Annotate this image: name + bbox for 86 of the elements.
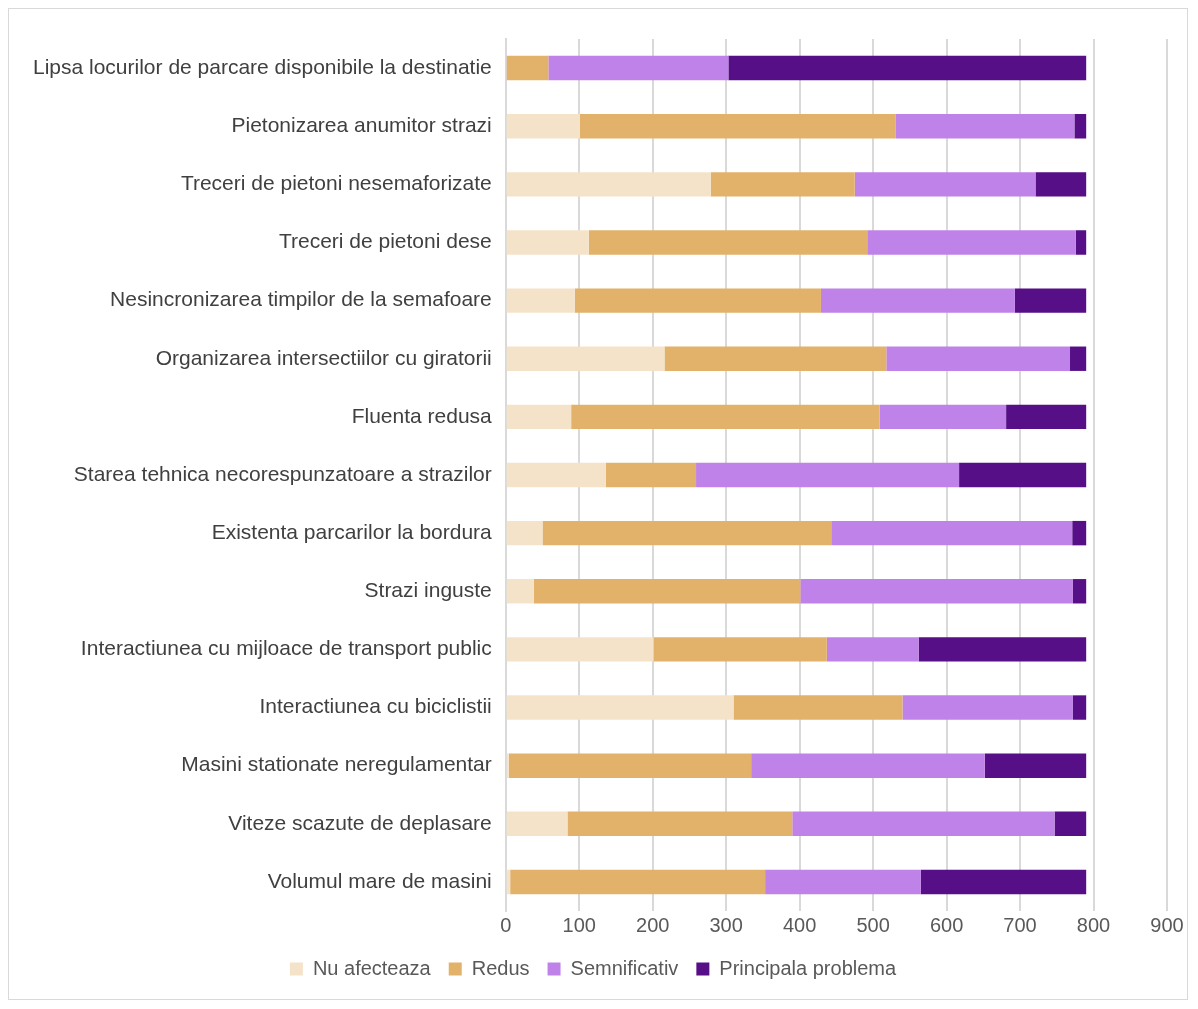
bar bbox=[506, 55, 549, 81]
bar bbox=[831, 520, 1073, 546]
bar bbox=[867, 230, 1076, 255]
legend-label: Nu afecteaza bbox=[312, 956, 432, 979]
bar bbox=[510, 869, 766, 895]
bar bbox=[506, 637, 654, 662]
bar bbox=[542, 520, 832, 546]
legend-label: Principala problema bbox=[719, 956, 897, 979]
bar bbox=[1070, 346, 1087, 371]
bar bbox=[984, 753, 1087, 778]
x-tick-label: 300 bbox=[709, 913, 743, 936]
bar bbox=[533, 579, 801, 604]
bar bbox=[920, 869, 1087, 895]
bar bbox=[588, 230, 868, 255]
bar bbox=[1072, 520, 1087, 546]
bar bbox=[506, 811, 568, 837]
bar bbox=[605, 462, 697, 488]
x-tick-label: 600 bbox=[929, 913, 964, 936]
bar bbox=[879, 404, 1007, 430]
bar bbox=[653, 637, 827, 662]
bar bbox=[728, 55, 1087, 81]
bar bbox=[579, 113, 896, 139]
bar bbox=[959, 462, 1087, 488]
x-tick-label: 100 bbox=[562, 913, 596, 936]
bar bbox=[506, 230, 589, 255]
bar bbox=[710, 172, 855, 197]
y-tick-label: Interactiunea cu mijloace de transport public bbox=[80, 636, 492, 660]
bar bbox=[506, 462, 606, 488]
bar bbox=[506, 520, 543, 546]
bar bbox=[1014, 288, 1087, 313]
bar bbox=[1006, 404, 1087, 430]
bar bbox=[664, 346, 887, 371]
bar bbox=[506, 346, 665, 371]
y-tick-label: Treceri de pietoni nesemaforizate bbox=[180, 171, 492, 195]
bar bbox=[574, 288, 821, 313]
y-tick-label: Viteze scazute de deplasare bbox=[228, 810, 492, 834]
bar bbox=[792, 811, 1055, 837]
bar bbox=[567, 811, 793, 837]
bar bbox=[548, 55, 729, 81]
x-tick-label: 0 bbox=[500, 913, 512, 936]
bar bbox=[751, 753, 985, 778]
bar bbox=[1075, 230, 1087, 255]
bar bbox=[1072, 579, 1087, 604]
bar bbox=[854, 172, 1036, 197]
y-tick-label: Lipsa locurilor de parcare disponibile la destinatie bbox=[32, 54, 492, 78]
y-tick-label: Starea tehnica necorespunzatoare a strazilor bbox=[73, 461, 492, 485]
bar bbox=[886, 346, 1071, 371]
legend-label: Semnificativ bbox=[570, 956, 679, 979]
bar bbox=[1072, 695, 1087, 720]
y-tick-label: Volumul mare de masini bbox=[267, 868, 492, 892]
y-tick-label: Masini stationate neregulamentar bbox=[181, 752, 492, 776]
y-tick-label: Organizarea intersectiilor cu giratorii bbox=[155, 345, 492, 369]
x-tick-label: 700 bbox=[1003, 913, 1037, 936]
bar bbox=[1074, 113, 1087, 139]
bar bbox=[506, 404, 572, 430]
x-tick-label: 400 bbox=[782, 913, 817, 936]
bar bbox=[506, 172, 711, 197]
y-tick-label: Pietonizarea anumitor strazi bbox=[231, 113, 492, 136]
bar bbox=[1035, 172, 1087, 197]
bar bbox=[902, 695, 1073, 720]
bar bbox=[918, 637, 1087, 662]
y-tick-label: Strazi inguste bbox=[364, 578, 492, 602]
x-tick-label: 200 bbox=[636, 913, 670, 936]
legend-label: Redus bbox=[471, 956, 530, 979]
bar bbox=[571, 404, 880, 430]
bar bbox=[895, 113, 1075, 139]
bar bbox=[1054, 811, 1087, 837]
bar bbox=[506, 579, 534, 604]
x-tick-label: 800 bbox=[1076, 913, 1111, 936]
bar bbox=[765, 869, 921, 895]
bar bbox=[506, 288, 575, 313]
y-tick-label: Interactiunea cu biciclistii bbox=[259, 694, 492, 718]
x-tick-label: 900 bbox=[1150, 913, 1184, 936]
y-tick-label: Nesincronizarea timpilor de la semafoare bbox=[110, 287, 492, 311]
y-tick-label: Treceri de pietoni dese bbox=[278, 229, 492, 253]
x-tick-label: 500 bbox=[856, 913, 890, 936]
y-tick-label: Fluenta redusa bbox=[351, 403, 493, 427]
bar bbox=[508, 753, 752, 778]
bar bbox=[506, 695, 734, 720]
bar bbox=[826, 637, 919, 662]
bar bbox=[800, 579, 1073, 604]
bar bbox=[696, 462, 960, 488]
bar bbox=[506, 113, 580, 139]
bar bbox=[820, 288, 1015, 313]
bar bbox=[733, 695, 903, 720]
y-tick-label: Existenta parcarilor la bordura bbox=[211, 519, 493, 543]
